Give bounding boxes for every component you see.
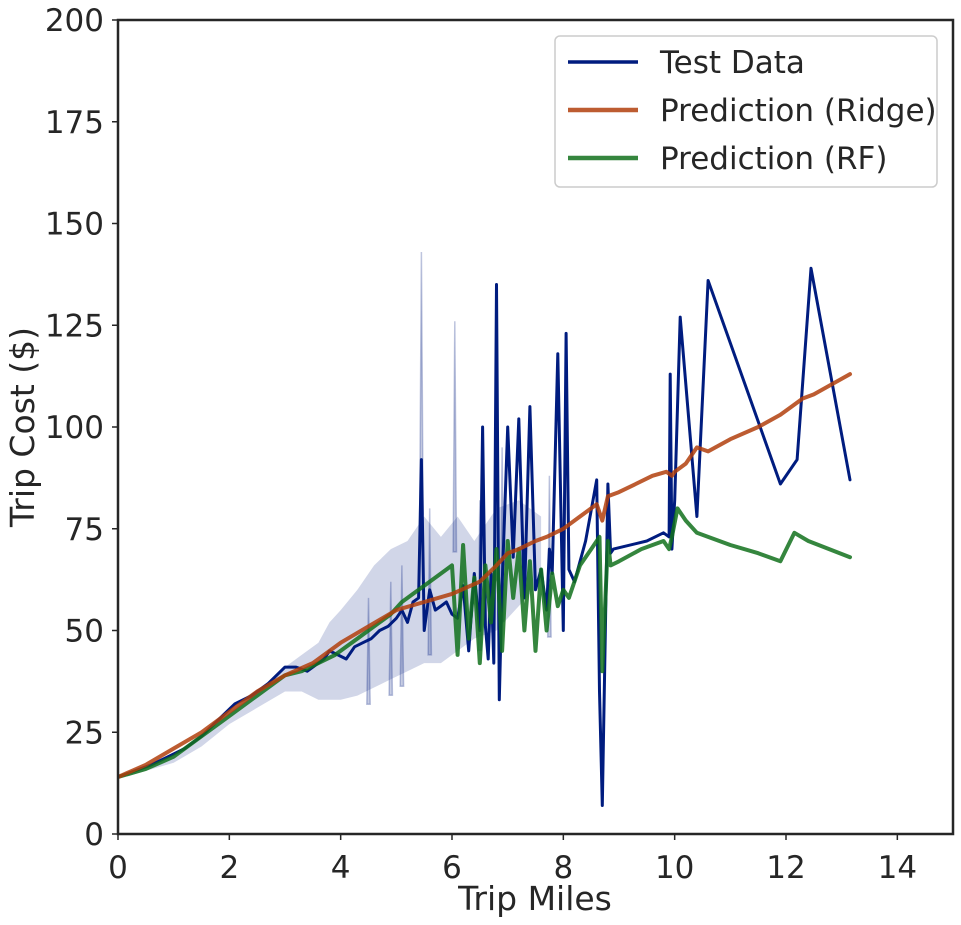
series-line-prediction-ridge xyxy=(118,372,852,779)
y-tick-label-75: 75 xyxy=(65,512,104,548)
band-spike-5 xyxy=(452,321,458,553)
legend-box xyxy=(554,35,938,188)
band-spike-0 xyxy=(366,597,371,705)
y-tick-label-125: 125 xyxy=(45,308,104,344)
x-tick-label-2: 2 xyxy=(219,850,239,886)
x-tick-label-8: 8 xyxy=(553,850,573,886)
x-axis-ticks: 0 2 4 6 8 10 12 14 xyxy=(108,834,917,886)
y-axis-title: Trip Cost ($) xyxy=(3,327,42,528)
y-tick-label-100: 100 xyxy=(45,410,104,446)
x-tick-label-6: 6 xyxy=(442,850,462,886)
series-line-prediction-rf xyxy=(118,506,852,779)
x-tick-label-0: 0 xyxy=(108,850,128,886)
legend: Test Data Prediction (Ridge) Prediction (R… xyxy=(554,35,938,188)
x-axis-title: Trip Miles xyxy=(457,879,612,918)
legend-label-prediction-rf: Prediction (RF) xyxy=(660,141,887,177)
band-spike-1 xyxy=(388,581,394,696)
y-tick-label-0: 0 xyxy=(84,817,104,853)
y-tick-label-50: 50 xyxy=(65,614,104,650)
y-tick-label-25: 25 xyxy=(65,715,104,751)
legend-label-test-data: Test Data xyxy=(659,45,805,81)
y-tick-label-200: 200 xyxy=(45,3,104,39)
y-axis-ticks: 0 25 50 75 100 125 150 175 200 xyxy=(45,3,118,853)
series-layer xyxy=(118,266,852,807)
y-tick-label-150: 150 xyxy=(45,207,104,243)
x-tick-label-4: 4 xyxy=(331,850,351,886)
x-tick-label-12: 12 xyxy=(766,850,805,886)
x-tick-label-14: 14 xyxy=(878,850,917,886)
test-data-confidence-band xyxy=(118,500,542,780)
x-tick-label-10: 10 xyxy=(655,850,694,886)
band-spike-2 xyxy=(399,565,405,688)
y-tick-label-175: 175 xyxy=(45,105,104,141)
legend-label-prediction-ridge: Prediction (Ridge) xyxy=(660,93,937,129)
